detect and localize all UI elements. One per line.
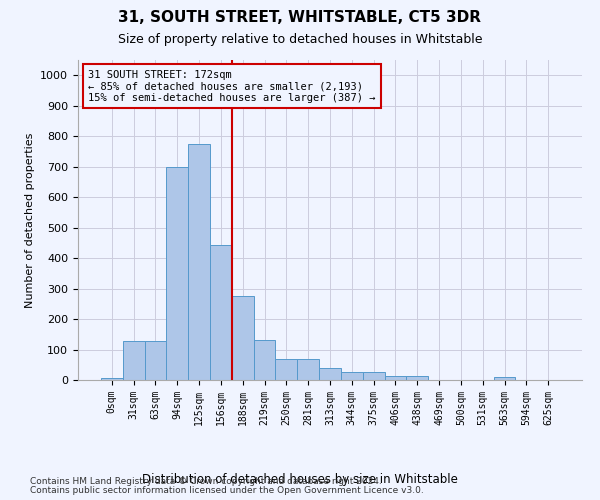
Bar [297, 358, 319, 380]
Bar [210, 245, 232, 380]
Text: Distribution of detached houses by size in Whitstable: Distribution of detached houses by size … [142, 472, 458, 486]
Bar [275, 358, 297, 380]
Bar [254, 340, 275, 380]
Bar [101, 378, 123, 380]
Bar [406, 376, 428, 380]
Bar [145, 341, 166, 380]
Bar [341, 372, 363, 380]
Bar [494, 377, 515, 380]
Text: Size of property relative to detached houses in Whitstable: Size of property relative to detached ho… [118, 32, 482, 46]
Y-axis label: Number of detached properties: Number of detached properties [25, 132, 35, 308]
Text: 31, SOUTH STREET, WHITSTABLE, CT5 3DR: 31, SOUTH STREET, WHITSTABLE, CT5 3DR [119, 10, 482, 25]
Bar [363, 372, 385, 380]
Text: 31 SOUTH STREET: 172sqm
← 85% of detached houses are smaller (2,193)
15% of semi: 31 SOUTH STREET: 172sqm ← 85% of detache… [88, 70, 376, 103]
Bar [232, 296, 254, 380]
Bar [123, 342, 145, 380]
Bar [385, 376, 406, 380]
Bar [166, 166, 188, 380]
Bar [319, 368, 341, 380]
Text: Contains public sector information licensed under the Open Government Licence v3: Contains public sector information licen… [30, 486, 424, 495]
Bar [188, 144, 210, 380]
Text: Contains HM Land Registry data © Crown copyright and database right 2024.: Contains HM Land Registry data © Crown c… [30, 477, 382, 486]
